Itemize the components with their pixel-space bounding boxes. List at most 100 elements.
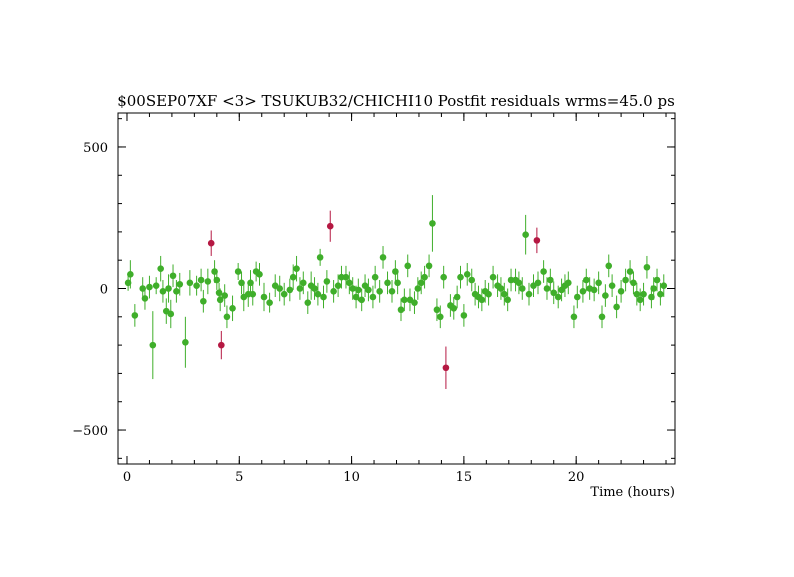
chart-title: $00SEP07XF <3> TSUKUB32/CHICHI10 Postfit… [117, 92, 675, 110]
data-marker [622, 276, 629, 284]
axis-tick-labels: 0 5 10 15 20 −500 0 500 [72, 141, 584, 485]
data-marker [525, 290, 533, 298]
residual-point [256, 263, 263, 286]
residual-point [457, 265, 464, 289]
data-marker [414, 285, 422, 292]
residual-point [436, 305, 444, 329]
data-marker [234, 268, 242, 275]
data-marker [280, 290, 288, 298]
residual-point [159, 280, 167, 303]
residual-point [613, 295, 620, 319]
residual-point [286, 278, 294, 302]
residual-point [276, 275, 284, 302]
data-marker [433, 306, 441, 314]
residual-point [397, 298, 405, 322]
data-marker [626, 268, 634, 275]
residual-point [626, 260, 634, 283]
residual-point [602, 284, 609, 307]
residual-point [394, 271, 401, 295]
residual-point [200, 289, 207, 313]
data-marker [276, 285, 284, 292]
data-marker [330, 288, 337, 295]
residual-point [485, 282, 492, 306]
data-marker [299, 279, 307, 287]
data-marker [216, 296, 224, 304]
x-tick-label: 20 [568, 470, 585, 485]
residual-point [579, 280, 587, 303]
residual-point [349, 277, 357, 300]
residual-point [440, 265, 447, 289]
residual-point [296, 277, 304, 300]
residual-point [330, 280, 337, 303]
data-marker [152, 282, 160, 289]
residual-point [540, 260, 547, 283]
residual-point [334, 274, 342, 297]
residual-point [124, 274, 132, 291]
data-marker [176, 280, 184, 288]
data-marker [497, 285, 505, 292]
residual-point [167, 299, 175, 329]
data-marker [582, 276, 590, 284]
data-marker [197, 276, 205, 284]
data-marker [489, 273, 497, 281]
residual-point [280, 282, 288, 306]
data-marker [211, 268, 218, 275]
data-marker [515, 279, 523, 287]
data-marker [369, 293, 377, 301]
residual-point [346, 271, 353, 295]
data-marker [388, 288, 396, 295]
residual-point [489, 265, 497, 289]
data-marker [478, 296, 486, 304]
data-marker [550, 289, 558, 297]
data-marker [590, 286, 598, 294]
data-marker [457, 273, 464, 281]
residual-point [271, 274, 279, 297]
data-marker [450, 305, 458, 312]
residual-point [221, 284, 228, 307]
residual-point [411, 291, 418, 314]
outlier-point [218, 330, 225, 360]
residual-point [293, 255, 300, 282]
data-marker [384, 279, 391, 287]
data-marker [633, 290, 641, 298]
data-marker [213, 276, 221, 284]
residual-point [460, 304, 468, 327]
residual-point [414, 277, 422, 300]
residual-point [640, 282, 647, 306]
data-marker [547, 276, 554, 284]
residual-point [320, 285, 327, 309]
data-marker [311, 285, 318, 292]
residual-point [404, 254, 412, 278]
y-tick-label: 0 [100, 283, 108, 298]
residual-point [342, 265, 350, 289]
residual-point [570, 305, 578, 329]
data-marker [159, 288, 167, 295]
data-marker [266, 299, 273, 306]
data-marker [314, 290, 322, 298]
data-marker [501, 290, 508, 298]
data-marker [397, 306, 405, 314]
data-marker [602, 292, 609, 299]
residual-point [388, 280, 396, 303]
residual-point [204, 268, 212, 295]
residual-point [421, 265, 428, 289]
data-marker [605, 262, 613, 270]
axis-ticks [118, 113, 675, 464]
data-marker [186, 279, 194, 287]
data-marker [570, 313, 578, 321]
residual-point [176, 272, 184, 296]
residual-point [323, 270, 331, 293]
data-marker [440, 273, 447, 281]
residual-point [238, 271, 245, 295]
data-marker [640, 290, 647, 298]
data-marker [613, 303, 620, 311]
residual-point [518, 277, 526, 300]
data-marker [247, 279, 254, 287]
data-marker [355, 286, 362, 294]
data-marker [394, 279, 401, 287]
data-marker [342, 273, 350, 281]
residual-point [515, 271, 523, 295]
data-marker [522, 231, 529, 239]
residual-point [165, 274, 172, 303]
residual-point [547, 268, 554, 292]
